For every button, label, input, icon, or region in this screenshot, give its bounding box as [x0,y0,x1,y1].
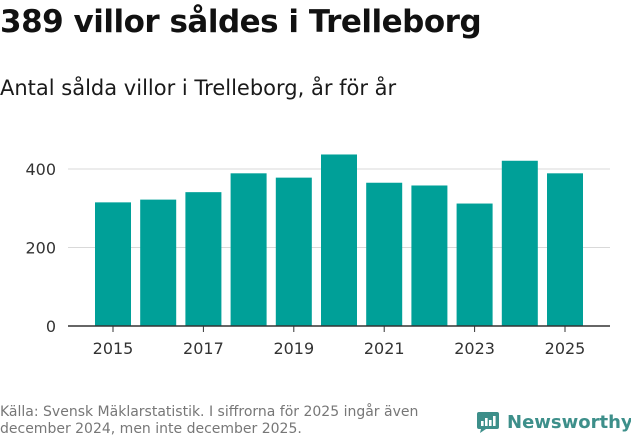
bar-2015 [95,202,131,326]
source-note: Källa: Svensk Mäklarstatistik. I siffror… [0,404,419,437]
newsworthy-logo: Newsworthy [476,410,631,434]
bar-2021 [366,182,403,326]
bar-chart: 0 200 400 2015 2017 2019 2021 2023 2025 [25,154,610,358]
x-tick-label-2015: 2015 [93,339,134,358]
bar-2017 [185,192,222,326]
chart-title: 389 villor såldes i Trelleborg [0,4,482,40]
bar-2019 [275,177,312,326]
x-tick-label-2019: 2019 [273,339,314,358]
chart-subtitle: Antal sålda villor i Trelleborg, år för … [0,76,397,100]
newsworthy-logo-icon [477,412,499,433]
y-tick-label-400: 400 [25,160,56,179]
bar-2024 [501,160,538,326]
x-tick-label-2025: 2025 [545,339,586,358]
y-tick-label-0: 0 [46,317,56,336]
bar-2016 [140,199,177,326]
x-tick-label-2017: 2017 [183,339,224,358]
newsworthy-logo-text: Newsworthy [507,411,631,433]
axes: 0 200 400 2015 2017 2019 2021 2023 2025 [25,160,610,358]
bar-2025 [547,173,583,326]
bars [95,154,583,326]
bar-2018 [230,173,267,326]
bar-2020 [321,154,357,326]
x-tick-label-2021: 2021 [364,339,405,358]
bar-2022 [411,185,448,326]
y-tick-label-200: 200 [25,239,56,258]
bar-2023 [456,203,493,326]
x-tick-label-2023: 2023 [454,339,495,358]
